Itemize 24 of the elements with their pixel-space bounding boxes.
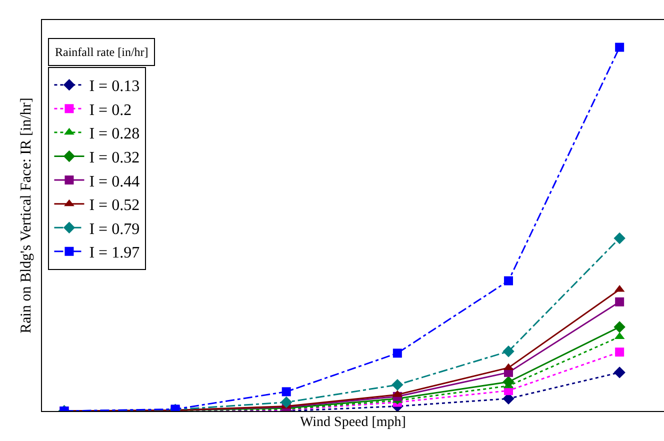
point <box>282 387 291 396</box>
point <box>392 348 402 358</box>
point <box>615 42 624 52</box>
point <box>614 321 626 333</box>
legend-label: I = 0.52 <box>89 197 140 214</box>
x-axis-title: Wind Speed [mph] <box>300 415 406 430</box>
point <box>504 276 513 286</box>
legend-label: I = 0.13 <box>89 78 140 96</box>
point <box>502 376 514 388</box>
point <box>280 396 292 408</box>
point <box>392 378 404 391</box>
legend-label: I = 0.28 <box>89 126 140 143</box>
legend-label: I = 0.44 <box>89 173 140 190</box>
point <box>615 348 624 357</box>
legend-label: I = 0.2 <box>89 102 132 119</box>
legend-title: Rainfall rate [in/hr] <box>55 45 148 59</box>
point <box>614 232 626 244</box>
point <box>614 366 626 378</box>
legend-label: I = 1.97 <box>89 244 140 262</box>
y-axis-title: Rain on Bldg's Vertical Face: IR [in/hr] <box>18 98 34 334</box>
point <box>615 297 624 306</box>
point <box>502 346 514 358</box>
legend-label: I = 0.79 <box>89 220 140 238</box>
legend-label: I = 0.32 <box>89 149 140 166</box>
